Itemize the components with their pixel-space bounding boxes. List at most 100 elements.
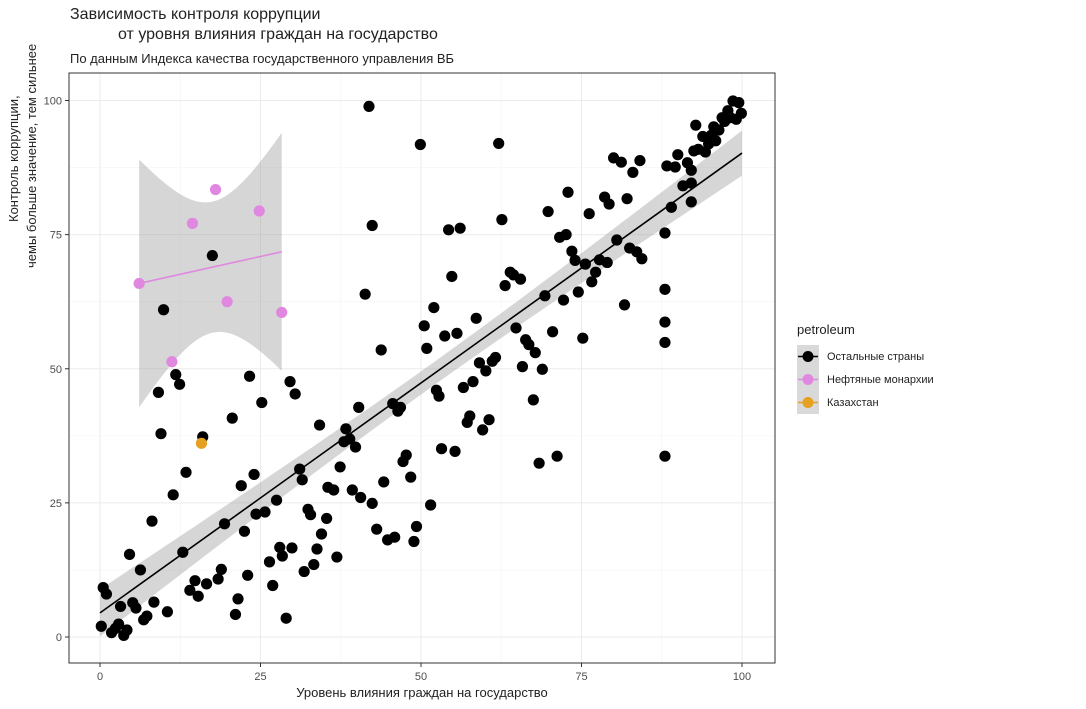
point-other-country (174, 378, 186, 390)
point-other-country (121, 624, 133, 636)
point-other-country (152, 386, 165, 398)
point-other-country (366, 219, 378, 232)
y-tick-label: 100 (44, 96, 62, 108)
chart-title-line2: от уровня влияния граждан на государство (118, 26, 438, 43)
point-other-country (435, 443, 448, 455)
plot-panel-border (68, 72, 776, 664)
point-other-country (296, 474, 308, 486)
point-other-country (248, 468, 260, 481)
point-other-country (315, 528, 328, 540)
point-other-country (212, 573, 224, 585)
point-other-country (215, 563, 227, 576)
point-oil-monarchy (209, 183, 222, 196)
point-other-country (274, 541, 286, 554)
y-tick-label: 50 (50, 364, 62, 376)
point-other-country (405, 471, 417, 483)
y-axis-label-line2: чемы больше значение, тем сильнее (24, 43, 39, 268)
point-other-country (449, 445, 461, 457)
point-other-country (123, 548, 136, 560)
point-other-country (408, 535, 420, 548)
point-other-country (685, 164, 697, 176)
point-other-country (355, 491, 367, 504)
point-other-country (590, 266, 602, 278)
point-other-country (232, 593, 244, 605)
point-other-country (659, 283, 671, 295)
point-other-country (148, 596, 160, 608)
trend-line-other (99, 152, 743, 614)
point-other-country (344, 433, 356, 445)
point-other-country (634, 154, 646, 167)
point-other-country (669, 161, 681, 173)
point-other-country (375, 344, 387, 356)
point-other-country (577, 332, 589, 344)
point-other-country (685, 177, 697, 189)
point-other-country (378, 476, 390, 488)
point-oil-monarchy (186, 217, 199, 229)
point-other-country (618, 299, 631, 311)
point-other-country (710, 135, 722, 147)
point-other-country (206, 249, 218, 262)
point-other-country (331, 551, 343, 563)
point-other-country (510, 322, 522, 334)
point-other-country (177, 546, 189, 558)
point-other-country (394, 401, 407, 413)
point-other-country (284, 376, 296, 388)
point-kazakhstan (195, 437, 208, 449)
point-other-country (218, 518, 231, 530)
point-other-country (321, 512, 333, 525)
point-oil-monarchy (133, 277, 145, 290)
point-other-country (170, 369, 182, 381)
point-other-country (242, 569, 254, 581)
point-other-country (579, 258, 591, 270)
axis-ticks: 0 25 50 75 100 0 25 50 75 100 (44, 96, 752, 684)
point-other-country (735, 107, 747, 119)
point-other-country (601, 256, 613, 269)
point-other-country (536, 363, 548, 375)
x-axis-label: Уровень влияния граждан на государство (296, 685, 548, 700)
point-other-country (270, 494, 283, 506)
point-other-country (446, 270, 458, 283)
point-other-country (572, 286, 584, 298)
point-other-country (470, 312, 482, 324)
point-other-country (289, 388, 301, 400)
point-other-country (334, 461, 346, 473)
point-other-country (414, 138, 426, 151)
point-other-country (259, 506, 271, 518)
x-tick-label: 75 (575, 671, 587, 683)
point-other-country (480, 365, 492, 377)
point-other-country (477, 424, 489, 436)
point-other-country (425, 499, 437, 511)
point-other-country (566, 245, 578, 257)
point-other-country (267, 579, 279, 592)
point-other-country (146, 515, 158, 527)
point-other-country (713, 124, 725, 136)
point-other-country (421, 342, 433, 354)
point-other-country (100, 588, 113, 600)
point-other-country (489, 351, 502, 364)
y-tick-label: 0 (56, 632, 62, 644)
point-other-country (454, 222, 466, 234)
point-other-country (551, 450, 563, 462)
point-other-country (155, 428, 167, 440)
point-other-country (189, 575, 201, 587)
point-other-country (238, 525, 251, 537)
legend-key-kazakhstan (797, 391, 819, 414)
point-other-country (161, 606, 174, 618)
point-other-country (200, 578, 213, 590)
point-other-country (359, 288, 371, 300)
data-points (95, 95, 747, 641)
point-other-country (562, 186, 574, 198)
point-other-country (523, 339, 535, 351)
point-other-country (263, 556, 276, 568)
point-other-country (243, 370, 256, 382)
point-other-country (483, 414, 495, 426)
point-other-country (615, 156, 627, 168)
x-tick-label: 100 (733, 671, 751, 683)
point-other-country (627, 166, 639, 178)
trend-line-oil-monarchies (138, 251, 282, 285)
point-other-country (672, 149, 684, 161)
point-other-country (226, 412, 238, 424)
x-tick-label: 0 (97, 671, 103, 683)
point-other-country (514, 273, 527, 285)
chart-title-line1: Зависимость контроля коррупции (70, 6, 321, 23)
